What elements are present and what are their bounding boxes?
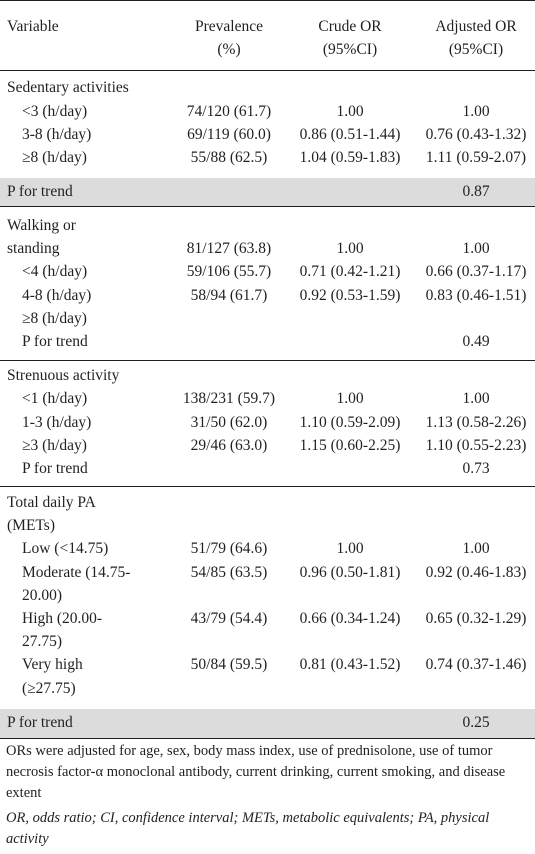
section-title: standing [7, 240, 60, 257]
row-label: 3-8 (h/day) [22, 126, 92, 143]
cell-crude-or: 1.00 [336, 103, 364, 120]
trend-label: P for trend [7, 714, 73, 731]
trend-value: 0.49 [462, 333, 490, 350]
row-label: 4-8 (h/day) [22, 287, 92, 304]
shaded-row-trend-4 [0, 709, 535, 738]
cell-crude-or: 1.15 (0.60-2.25) [299, 437, 401, 454]
cell-adjusted-or: 0.65 (0.32-1.29) [425, 610, 527, 627]
bottom-rule [0, 738, 535, 739]
cell-prevalence: 50/84 (59.5) [190, 656, 268, 673]
footnote-adjustment: ORs were adjusted for age, sex, body mas… [6, 743, 506, 801]
row-label: Very high [22, 656, 83, 673]
cell-crude-or: 0.92 (0.53-1.59) [299, 287, 401, 304]
row-label: 1-3 (h/day) [22, 414, 92, 431]
row-label: Low (<14.75) [22, 540, 109, 557]
row-label: High (20.00- [22, 610, 103, 627]
trend-label: P for trend [7, 183, 73, 200]
cell-crude-or: 0.96 (0.50-1.81) [299, 564, 401, 581]
section-rule [0, 206, 535, 207]
row-label: <1 (h/day) [22, 390, 88, 407]
cell-prevalence: 81/127 (63.8) [186, 240, 272, 257]
row-label: Moderate (14.75- [22, 564, 131, 581]
cell-crude-or: 0.86 (0.51-1.44) [299, 126, 401, 143]
cell-adjusted-or: 0.76 (0.43-1.32) [425, 126, 527, 143]
cell-adjusted-or: 1.10 (0.55-2.23) [425, 437, 527, 454]
row-label: ≥8 (h/day) [22, 310, 87, 327]
shaded-row-trend-1 [0, 178, 535, 206]
row-label: (≥27.75) [22, 680, 76, 697]
cell-crude-or: 0.66 (0.34-1.24) [299, 610, 401, 627]
section-title: Walking or [7, 217, 76, 234]
cell-crude-or: 1.00 [336, 540, 364, 557]
section-title: Strenuous activity [7, 367, 120, 384]
cell-adjusted-or: 0.66 (0.37-1.17) [425, 263, 527, 280]
cell-prevalence: 138/231 (59.7) [182, 390, 276, 407]
section-rule [0, 360, 535, 361]
cell-adjusted-or: 1.00 [462, 390, 490, 407]
row-label: <3 (h/day) [22, 103, 88, 120]
cell-prevalence: 59/106 (55.7) [186, 263, 272, 280]
cell-adjusted-or: 0.92 (0.46-1.83) [425, 564, 527, 581]
row-label: 27.75) [22, 633, 63, 650]
cell-adjusted-or: 0.74 (0.37-1.46) [425, 656, 527, 673]
section-title: (METs) [7, 517, 55, 534]
section-title: Total daily PA [7, 494, 96, 511]
header-adjusted-line2: (95%CI) [448, 41, 504, 58]
header-variable: Variable [7, 18, 59, 35]
cell-crude-or: 1.00 [336, 390, 364, 407]
cell-adjusted-or: 0.83 (0.46-1.51) [425, 287, 527, 304]
cell-prevalence: 29/46 (63.0) [190, 437, 268, 454]
section-title: Sedentary activities [7, 79, 129, 96]
section-rule [0, 486, 535, 487]
trend-value: 0.25 [462, 714, 490, 731]
cell-adjusted-or: 1.00 [462, 240, 490, 257]
footnote-abbreviations: OR, odds ratio; CI, confidence interval;… [6, 810, 490, 847]
header-crude-line1: Crude OR [318, 18, 382, 35]
cell-prevalence: 31/50 (62.0) [190, 414, 268, 431]
top-rule [0, 0, 535, 1]
cell-crude-or: 1.10 (0.59-2.09) [299, 414, 401, 431]
cell-adjusted-or: 1.11 (0.59-2.07) [425, 149, 527, 166]
cell-adjusted-or: 1.00 [462, 103, 490, 120]
row-label: 20.00) [22, 587, 63, 604]
row-label: ≥3 (h/day) [22, 437, 87, 454]
trend-value: 0.73 [462, 460, 490, 477]
cell-prevalence: 74/120 (61.7) [186, 103, 272, 120]
header-crude-line2: (95%CI) [322, 41, 378, 58]
cell-crude-or: 0.71 (0.42-1.21) [299, 263, 401, 280]
cell-adjusted-or: 1.13 (0.58-2.26) [425, 414, 527, 431]
header-rule [0, 70, 535, 71]
row-label: ≥8 (h/day) [22, 149, 87, 166]
cell-prevalence: 58/94 (61.7) [190, 287, 268, 304]
header-prevalence-line1: Prevalence [195, 18, 263, 35]
header-prevalence-line2: (%) [217, 41, 241, 58]
cell-crude-or: 1.00 [336, 240, 364, 257]
cell-adjusted-or: 1.00 [462, 540, 490, 557]
trend-label: P for trend [22, 460, 88, 477]
cell-crude-or: 1.04 (0.59-1.83) [299, 149, 401, 166]
cell-prevalence: 54/85 (63.5) [190, 564, 268, 581]
cell-prevalence: 43/79 (54.4) [190, 610, 268, 627]
cell-crude-or: 0.81 (0.43-1.52) [299, 656, 401, 673]
cell-prevalence: 69/119 (60.0) [187, 126, 271, 143]
trend-label: P for trend [22, 333, 88, 350]
cell-prevalence: 55/88 (62.5) [190, 149, 268, 166]
header-adjusted-line1: Adjusted OR [435, 18, 517, 35]
trend-value: 0.87 [462, 183, 490, 200]
row-label: <4 (h/day) [22, 263, 88, 280]
cell-prevalence: 51/79 (64.6) [190, 540, 268, 557]
